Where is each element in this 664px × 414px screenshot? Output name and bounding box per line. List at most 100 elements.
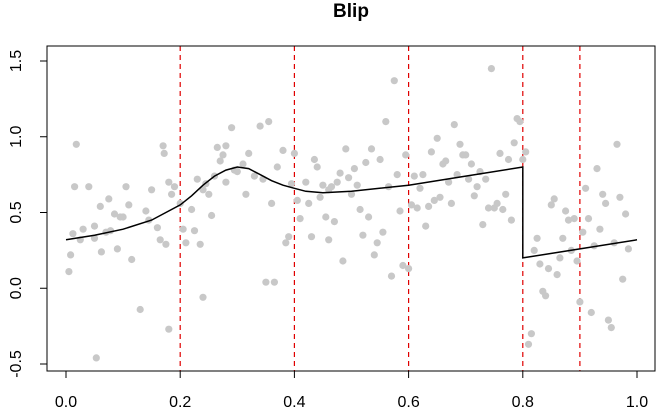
data-point [413,204,421,212]
data-point [119,213,127,221]
data-point [396,207,404,215]
data-point [333,178,341,186]
data-point [92,354,100,362]
data-point [436,193,444,201]
data-point [347,190,356,198]
data-point [556,254,564,262]
data-point [579,228,587,236]
y-tick-label: 0.5 [8,201,25,223]
y-tick-label: 0.0 [8,277,25,299]
data-point [282,239,290,247]
data-point [410,172,418,180]
data-point [362,158,370,167]
data-point [342,145,350,153]
data-point [307,233,316,241]
data-point [208,211,216,220]
data-point [162,240,170,248]
data-point [450,121,458,129]
data-point [499,205,507,214]
data-point [228,124,236,132]
data-point [447,199,455,207]
data-point [322,213,330,221]
data-point [467,160,475,168]
data-point [113,245,121,253]
x-tick-label: 0.6 [397,394,419,411]
data-point [427,148,435,156]
data-point [193,175,201,183]
data-point [573,257,581,265]
data-point [482,175,490,183]
data-point [379,228,387,236]
data-point [442,157,450,165]
data-point [67,251,75,259]
x-tick-label: 0.4 [283,394,305,411]
chart-title: Blip [333,1,369,22]
fitted-curve [65,166,638,259]
data-point [199,293,207,301]
data-point [562,207,570,215]
x-tick-label: 0.0 [55,394,77,411]
data-point [607,324,615,332]
data-point [339,257,347,265]
y-tick-label: -0.5 [8,350,25,378]
data-point [479,221,487,229]
data-point [387,272,396,280]
data-point [268,199,276,207]
data-point [462,151,470,159]
x-tick-label: 0.8 [512,394,534,411]
curve-line [65,166,638,259]
data-point [242,190,250,198]
data-point [453,171,461,179]
data-point [510,139,518,147]
data-point [359,231,367,239]
data-point [122,183,130,191]
data-point [522,148,530,156]
data-point [213,143,221,151]
data-point [382,118,390,126]
data-point [393,171,401,179]
data-point [165,178,173,186]
data-point [159,142,167,150]
x-tick-label: 1.0 [626,394,648,411]
data-point [168,190,176,198]
data-point [553,271,561,279]
data-point [287,180,296,188]
x-tick-label: 0.2 [169,394,191,411]
data-point [319,181,327,189]
data-point [507,216,515,224]
data-point [433,134,441,142]
vertical-dashed-lines [179,46,581,371]
data-point [599,190,607,198]
data-point [170,183,179,191]
data-point [330,218,338,226]
data-point [219,151,227,159]
scatter-points [65,65,633,362]
data-point [519,155,527,164]
data-point [502,190,510,198]
data-point [622,210,630,218]
data-point [97,248,105,256]
data-point [496,149,504,157]
data-point [419,171,427,179]
data-point [179,225,187,233]
data-point [262,278,270,286]
data-point [71,183,79,191]
data-point [165,325,173,333]
data-point [72,140,80,148]
data-point [570,215,578,223]
data-point [156,236,164,244]
y-tick-label: 1.0 [8,126,25,148]
data-point [530,246,538,254]
data-point [190,227,199,235]
data-point [602,199,610,207]
data-point [405,265,413,273]
data-point [345,174,353,182]
data-point [624,245,633,253]
data-point [484,204,493,212]
data-point [265,118,273,126]
data-point [376,155,384,164]
data-point [587,308,595,317]
y-tick-label: 1.5 [8,50,25,72]
data-point [250,172,258,180]
